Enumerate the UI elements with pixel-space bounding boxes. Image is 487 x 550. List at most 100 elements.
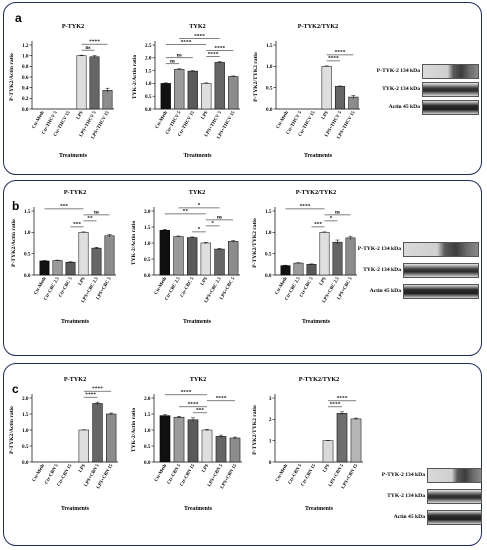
x-tick-label: Ctr-CBN 15 bbox=[180, 463, 197, 487]
significance-label: ns bbox=[170, 59, 175, 65]
y-tick-label: 1.5 bbox=[145, 68, 152, 74]
chart-title: TYK2 bbox=[190, 376, 207, 383]
y-tick-label: 1.5 bbox=[144, 412, 151, 418]
bar bbox=[228, 76, 239, 110]
blot-band-strip bbox=[422, 82, 479, 97]
bar bbox=[214, 248, 225, 276]
bar bbox=[187, 419, 199, 463]
significance-label: **** bbox=[300, 204, 311, 210]
significance-label: **** bbox=[194, 33, 205, 39]
blot-row: TYK-2 134 kDa bbox=[324, 489, 482, 504]
error-bar bbox=[81, 429, 86, 431]
blot-row-label: P-TYK-2 134 kDa bbox=[357, 246, 401, 252]
y-tick-label: 0.5 bbox=[24, 251, 31, 257]
significance-label: **** bbox=[85, 392, 96, 398]
blot-row-label: P-TYK-2 134 kDa bbox=[376, 68, 420, 74]
error-bar bbox=[203, 242, 208, 244]
significance-label: * bbox=[198, 227, 201, 233]
bar bbox=[187, 70, 198, 110]
significance-bracket: **** bbox=[326, 56, 340, 62]
significance-label: ns bbox=[335, 210, 340, 216]
y-tick-label: 1.0 bbox=[144, 241, 151, 247]
chart-title: P-TYK2/TYK2 bbox=[299, 376, 340, 383]
significance-label: ** bbox=[87, 216, 93, 222]
y-tick-label: 0.8 bbox=[22, 64, 29, 70]
significance-label: ns bbox=[94, 210, 99, 216]
x-axis-label: Treatments bbox=[305, 506, 334, 512]
y-tick-label: 1.0 bbox=[265, 230, 272, 236]
significance-bracket: **** bbox=[328, 396, 356, 402]
x-tick-label: LPS bbox=[201, 463, 210, 473]
error-bar bbox=[296, 262, 301, 264]
bar bbox=[229, 437, 241, 463]
error-bar bbox=[231, 75, 236, 77]
x-tick-label: Ctr-Meth bbox=[32, 463, 46, 483]
x-tick-label: Ctr-Meth bbox=[276, 110, 290, 130]
blot-band-strip bbox=[422, 64, 479, 79]
western-blot-image: P-TYK-2 134 kDa TYK-2 134 kDa Actin 45 kDa bbox=[304, 236, 479, 306]
western-blot-image: P-TYK-2 134 kDa TYK-2 134 kDa Actin 45 kDa bbox=[324, 462, 482, 532]
y-tick-label: 1.0 bbox=[24, 230, 31, 236]
bar bbox=[280, 265, 291, 276]
chart-title: TYK2 bbox=[189, 189, 206, 196]
bar bbox=[336, 413, 348, 463]
significance-bracket: ns bbox=[81, 45, 95, 51]
error-bar bbox=[177, 415, 181, 419]
bar bbox=[214, 62, 225, 110]
panel-a: a P-TYK2 0.0 0.2 0.4 0.6 0.8 1.0 1.2 P-TYK2/Actin… bbox=[3, 2, 482, 175]
bar bbox=[89, 56, 100, 110]
y-tick-label: 0.0 bbox=[22, 107, 29, 113]
bar bbox=[39, 260, 50, 276]
y-tick-label: 0.0 bbox=[22, 460, 29, 466]
blot-row-label: Actin 45 kDa bbox=[393, 514, 425, 520]
chart-title: P-TYK2 bbox=[64, 189, 86, 196]
significance-label: ns bbox=[177, 53, 182, 59]
bar bbox=[78, 429, 90, 463]
bar bbox=[322, 440, 334, 463]
bar bbox=[159, 415, 171, 463]
x-tick-label: Ctr-Meth bbox=[275, 463, 289, 483]
y-tick-label: 0.0 bbox=[265, 273, 272, 279]
blot-band-strip bbox=[403, 242, 479, 257]
blot-row: P-TYK-2 134 kDa bbox=[369, 64, 479, 79]
y-axis-label: P-TYK2/TYK2 ratio bbox=[252, 218, 258, 268]
significance-bracket: **** bbox=[206, 45, 234, 51]
bar-chart-p-tyk2-tyk2: P-TYK2/TYK2 0.0 0.5 1.0 1.5 P-TYK2/TYK2 ratio… bbox=[252, 189, 357, 325]
bar-chart-p-tyk2-tyk2: P-TYK2/TYK2 0 1 2 3 P-TYK2/TYK2 ratio Ctr-Meth… bbox=[252, 376, 363, 512]
error-bar bbox=[309, 263, 314, 265]
y-tick-label: 2.0 bbox=[22, 396, 29, 402]
error-bar bbox=[68, 261, 73, 263]
error-bar bbox=[217, 61, 222, 64]
significance-bracket: **** bbox=[179, 33, 220, 39]
chart-title: P-TYK2/TYK2 bbox=[296, 189, 337, 196]
y-tick-label: 0.0 bbox=[144, 273, 151, 279]
bar-chart-tyk2: TYK2 0.0 0.5 1.0 1.5 2.0 TYK-2/Actin ratio Ctr-… bbox=[131, 189, 240, 325]
significance-label: *** bbox=[314, 222, 322, 228]
significance-bracket: ns bbox=[324, 210, 351, 216]
y-tick-label: 1.0 bbox=[22, 53, 29, 59]
x-tick-label: Ctr-CBN 15 bbox=[301, 463, 318, 487]
significance-label: ns bbox=[217, 215, 222, 221]
y-axis-label: TYK-2/Actin ratio bbox=[131, 221, 137, 265]
bar bbox=[201, 83, 212, 110]
x-tick-label: Ctr-Meth bbox=[154, 276, 168, 296]
y-tick-label: 1 bbox=[269, 438, 272, 444]
error-bar bbox=[335, 239, 340, 245]
western-blot-image: P-TYK-2 134 kDa TYK-2 134 kDa Actin 45 kDa bbox=[369, 58, 479, 128]
bar bbox=[78, 232, 89, 276]
significance-bracket: ** bbox=[164, 209, 206, 215]
error-bar bbox=[92, 55, 97, 58]
error-bar bbox=[55, 259, 60, 261]
x-tick-label: Ctr-CBC 5 bbox=[58, 276, 74, 298]
x-axis-label: Treatments bbox=[61, 319, 90, 325]
y-tick-label: 1.5 bbox=[22, 412, 29, 418]
error-bar bbox=[348, 235, 353, 240]
panel-label: c bbox=[12, 382, 19, 396]
x-tick-label: LPS bbox=[201, 110, 210, 120]
significance-bracket: * bbox=[192, 227, 206, 233]
bar bbox=[334, 86, 346, 110]
error-bar bbox=[340, 411, 344, 415]
significance-bracket: **** bbox=[81, 39, 108, 45]
error-bar bbox=[219, 434, 223, 438]
x-tick-label: LPS bbox=[200, 276, 209, 286]
